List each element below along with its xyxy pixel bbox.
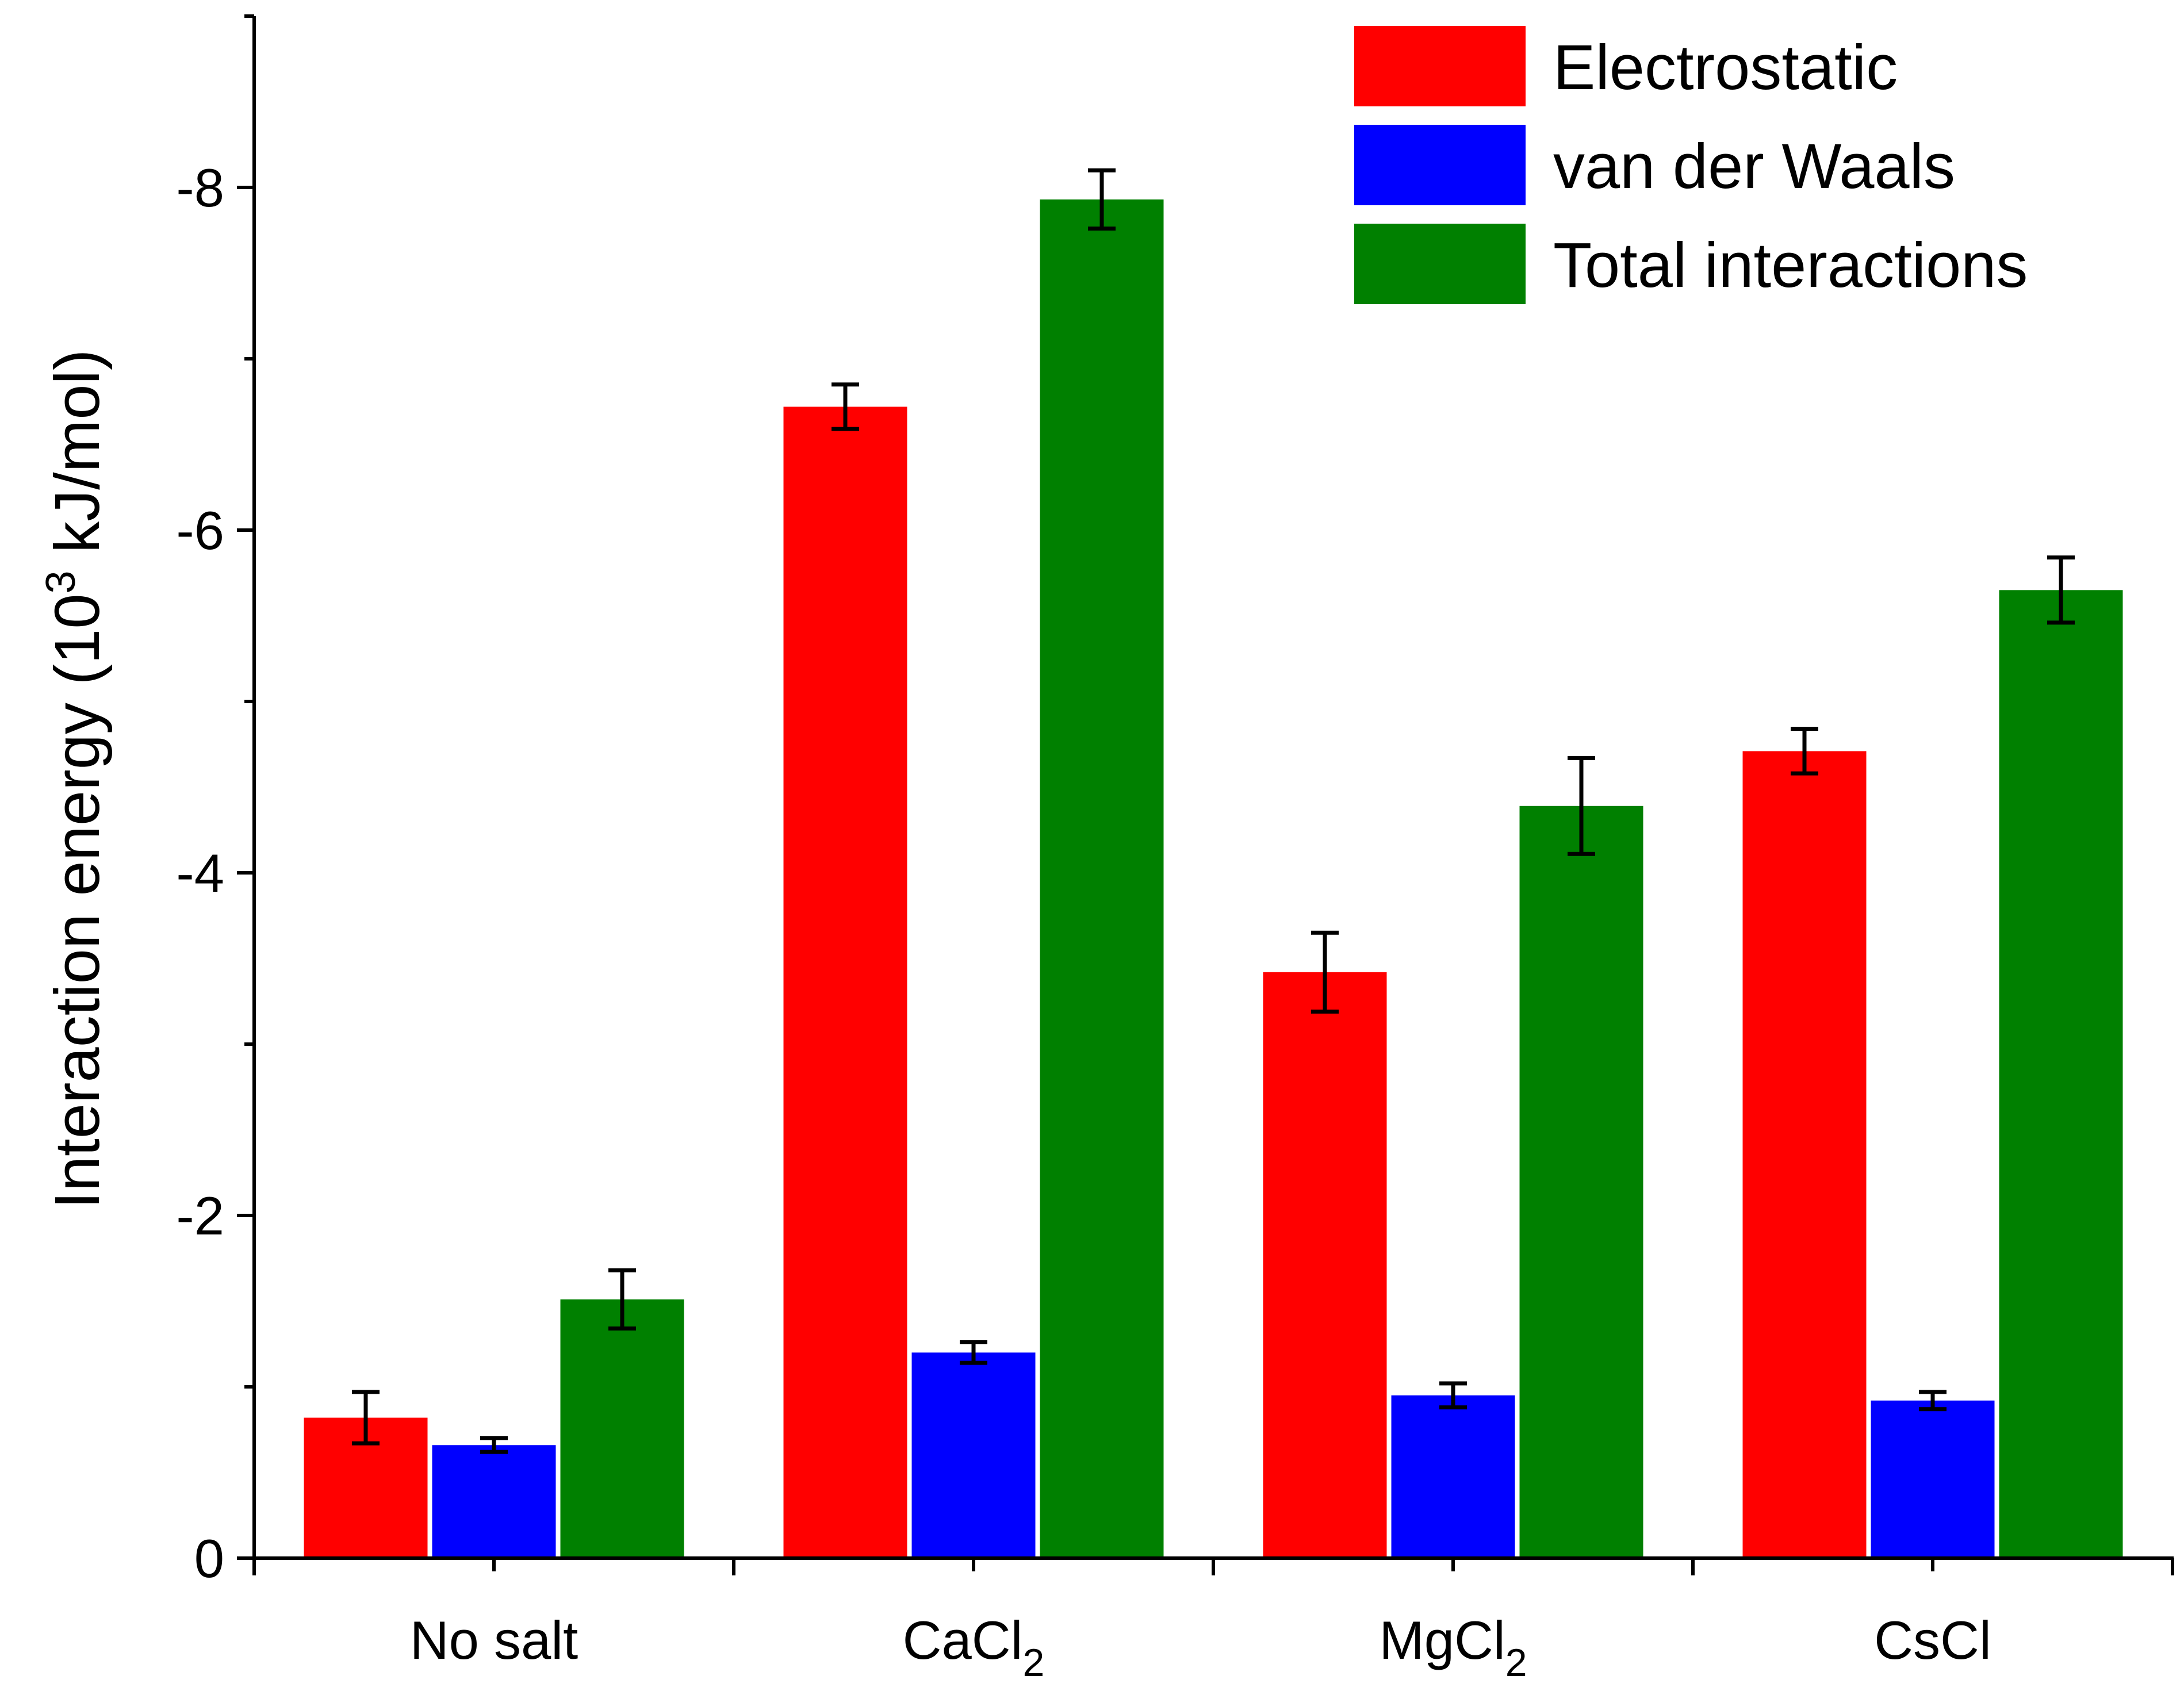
- legend-swatch: [1354, 125, 1526, 205]
- bar-electrostatic-cacl: [783, 407, 907, 1559]
- y-axis-label-suffix: kJ/mol): [42, 349, 113, 570]
- legend-label: Electrostatic: [1553, 32, 1898, 103]
- legend-swatch: [1354, 26, 1526, 106]
- y-axis-label-main: Interaction energy (10: [42, 593, 113, 1209]
- bar-van-der-waals-cacl: [911, 1352, 1036, 1558]
- legend-label: Total interactions: [1553, 230, 2028, 301]
- x-tick-label: No salt: [410, 1610, 578, 1670]
- error-bar-electrostatic-cacl: [832, 382, 859, 431]
- bar-van-der-waals-cscl: [1871, 1400, 1995, 1558]
- legend-item-van-der-waals: van der Waals: [1354, 125, 1955, 205]
- x-tick-label-text: CsCl: [1874, 1610, 1991, 1670]
- error-bar-total-interactions-no-salt: [608, 1268, 636, 1331]
- x-tick-label-text: CaCl: [903, 1610, 1023, 1670]
- x-tick-label: CaCl2: [903, 1610, 1045, 1685]
- error-bar-electrostatic-no-salt: [352, 1390, 380, 1445]
- error-bar-total-interactions-cscl: [2047, 555, 2075, 625]
- bars-group: [304, 199, 2123, 1559]
- x-tick-label-subscript: 2: [1505, 1641, 1527, 1685]
- y-tick-label: -8: [176, 158, 224, 218]
- bar-total-interactions-cscl: [1999, 590, 2123, 1558]
- bar-electrostatic-mgcl: [1263, 972, 1387, 1558]
- error-bar-van-der-waals-cscl: [1919, 1390, 1947, 1412]
- error-bar-total-interactions-cacl: [1088, 168, 1116, 231]
- legend-swatch: [1354, 224, 1526, 304]
- error-bar-van-der-waals-mgcl: [1439, 1381, 1467, 1410]
- y-axis-label: Interaction energy (103 kJ/mol): [38, 349, 113, 1209]
- error-bars-group: [352, 168, 2075, 1454]
- y-tick-label: -6: [176, 500, 224, 561]
- x-tick-label: MgCl2: [1379, 1610, 1527, 1685]
- error-bar-van-der-waals-no-salt: [480, 1436, 508, 1454]
- error-bar-electrostatic-cscl: [1791, 727, 1818, 776]
- bar-total-interactions-mgcl: [1519, 806, 1643, 1558]
- x-tick-label: CsCl: [1874, 1610, 1991, 1670]
- error-bar-electrostatic-mgcl: [1311, 930, 1339, 1014]
- legend-label: van der Waals: [1553, 131, 1955, 202]
- y-tick-label: 0: [194, 1528, 224, 1589]
- x-tick-label-text: No salt: [410, 1610, 578, 1670]
- legend-item-total-interactions: Total interactions: [1354, 224, 2028, 304]
- bar-total-interactions-no-salt: [560, 1299, 684, 1558]
- error-bar-total-interactions-mgcl: [1568, 756, 1595, 856]
- error-bar-van-der-waals-cacl: [960, 1340, 987, 1365]
- legend: Electrostatic van der Waals Total interact…: [1354, 26, 2028, 304]
- bar-total-interactions-cacl: [1040, 199, 1164, 1559]
- y-tick-label: -2: [176, 1186, 224, 1246]
- legend-item-electrostatic: Electrostatic: [1354, 26, 1898, 106]
- bar-electrostatic-cscl: [1742, 751, 1867, 1558]
- bar-van-der-waals-no-salt: [432, 1445, 556, 1558]
- x-tick-label-text: MgCl: [1379, 1610, 1505, 1670]
- bar-van-der-waals-mgcl: [1391, 1395, 1515, 1558]
- y-axis-label-superscript: 3: [38, 570, 84, 593]
- x-tick-label-subscript: 2: [1023, 1641, 1045, 1685]
- y-tick-label: -4: [176, 843, 224, 903]
